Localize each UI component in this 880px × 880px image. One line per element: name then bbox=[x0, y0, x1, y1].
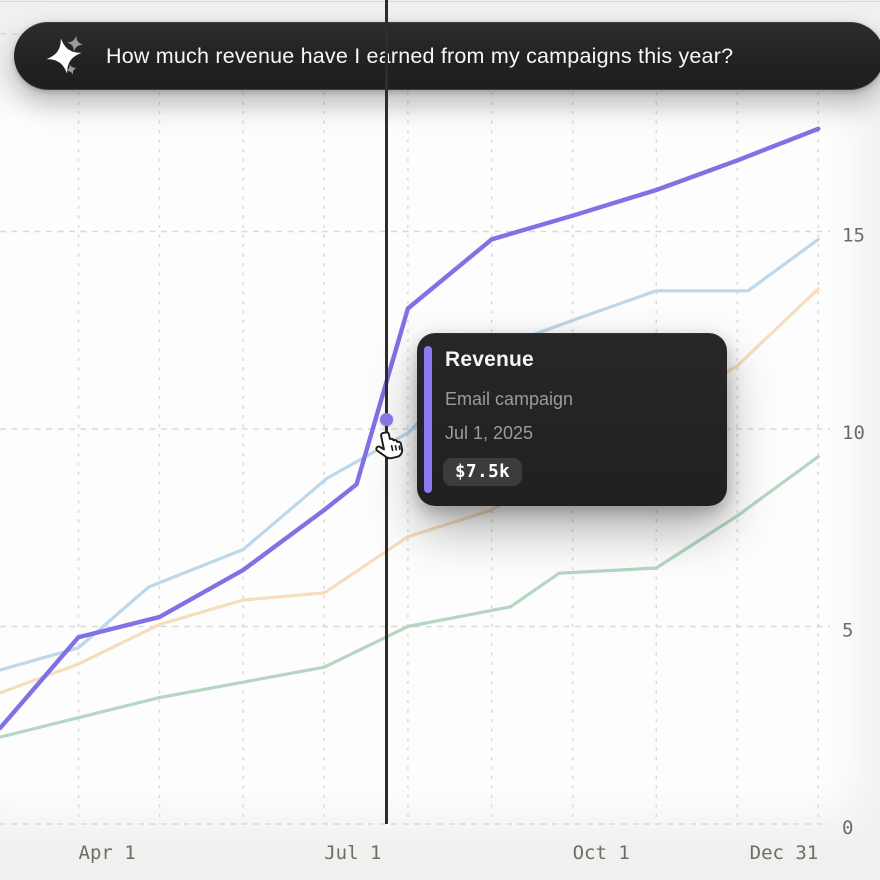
ai-prompt-bar[interactable]: How much revenue have I earned from my c… bbox=[14, 22, 880, 90]
axis-tick-label: 15 bbox=[842, 225, 865, 247]
ai-sparkle-icon bbox=[46, 35, 84, 75]
axis-labels: Apr 1 Jul 1 Oct 1 Dec 31 0 5 10 15 bbox=[79, 225, 865, 865]
hover-marker-dot bbox=[379, 413, 393, 427]
top-border-line bbox=[0, 1, 880, 2]
axis-tick-label: Dec 31 bbox=[750, 842, 819, 864]
series-line-campaign-green[interactable] bbox=[0, 455, 820, 739]
series-line-campaign-blue[interactable] bbox=[0, 237, 820, 672]
axis-tick-label: 0 bbox=[842, 817, 853, 839]
axis-tick-label: Apr 1 bbox=[79, 842, 136, 864]
tooltip-series-label: Email campaign bbox=[445, 389, 574, 409]
revenue-tooltip: Revenue Email campaign Jul 1, 2025 $7.5k bbox=[417, 333, 727, 506]
tooltip-title: Revenue bbox=[445, 348, 534, 371]
axis-tick-label: 10 bbox=[842, 422, 865, 444]
prompt-question: How much revenue have I earned from my c… bbox=[106, 43, 734, 68]
tooltip-value: $7.5k bbox=[455, 462, 511, 482]
axis-tick-label: Jul 1 bbox=[324, 842, 381, 864]
axis-tick-label: Oct 1 bbox=[573, 842, 630, 864]
tooltip-accent-bar bbox=[424, 346, 432, 493]
hand-pointer-cursor-icon bbox=[375, 431, 404, 460]
axis-tick-label: 5 bbox=[842, 620, 853, 642]
tooltip-value-badge: $7.5k bbox=[443, 458, 523, 486]
tooltip-date: Jul 1, 2025 bbox=[445, 423, 534, 443]
hover-rule-line bbox=[385, 0, 388, 824]
series-line-email-campaign[interactable] bbox=[0, 126, 821, 731]
